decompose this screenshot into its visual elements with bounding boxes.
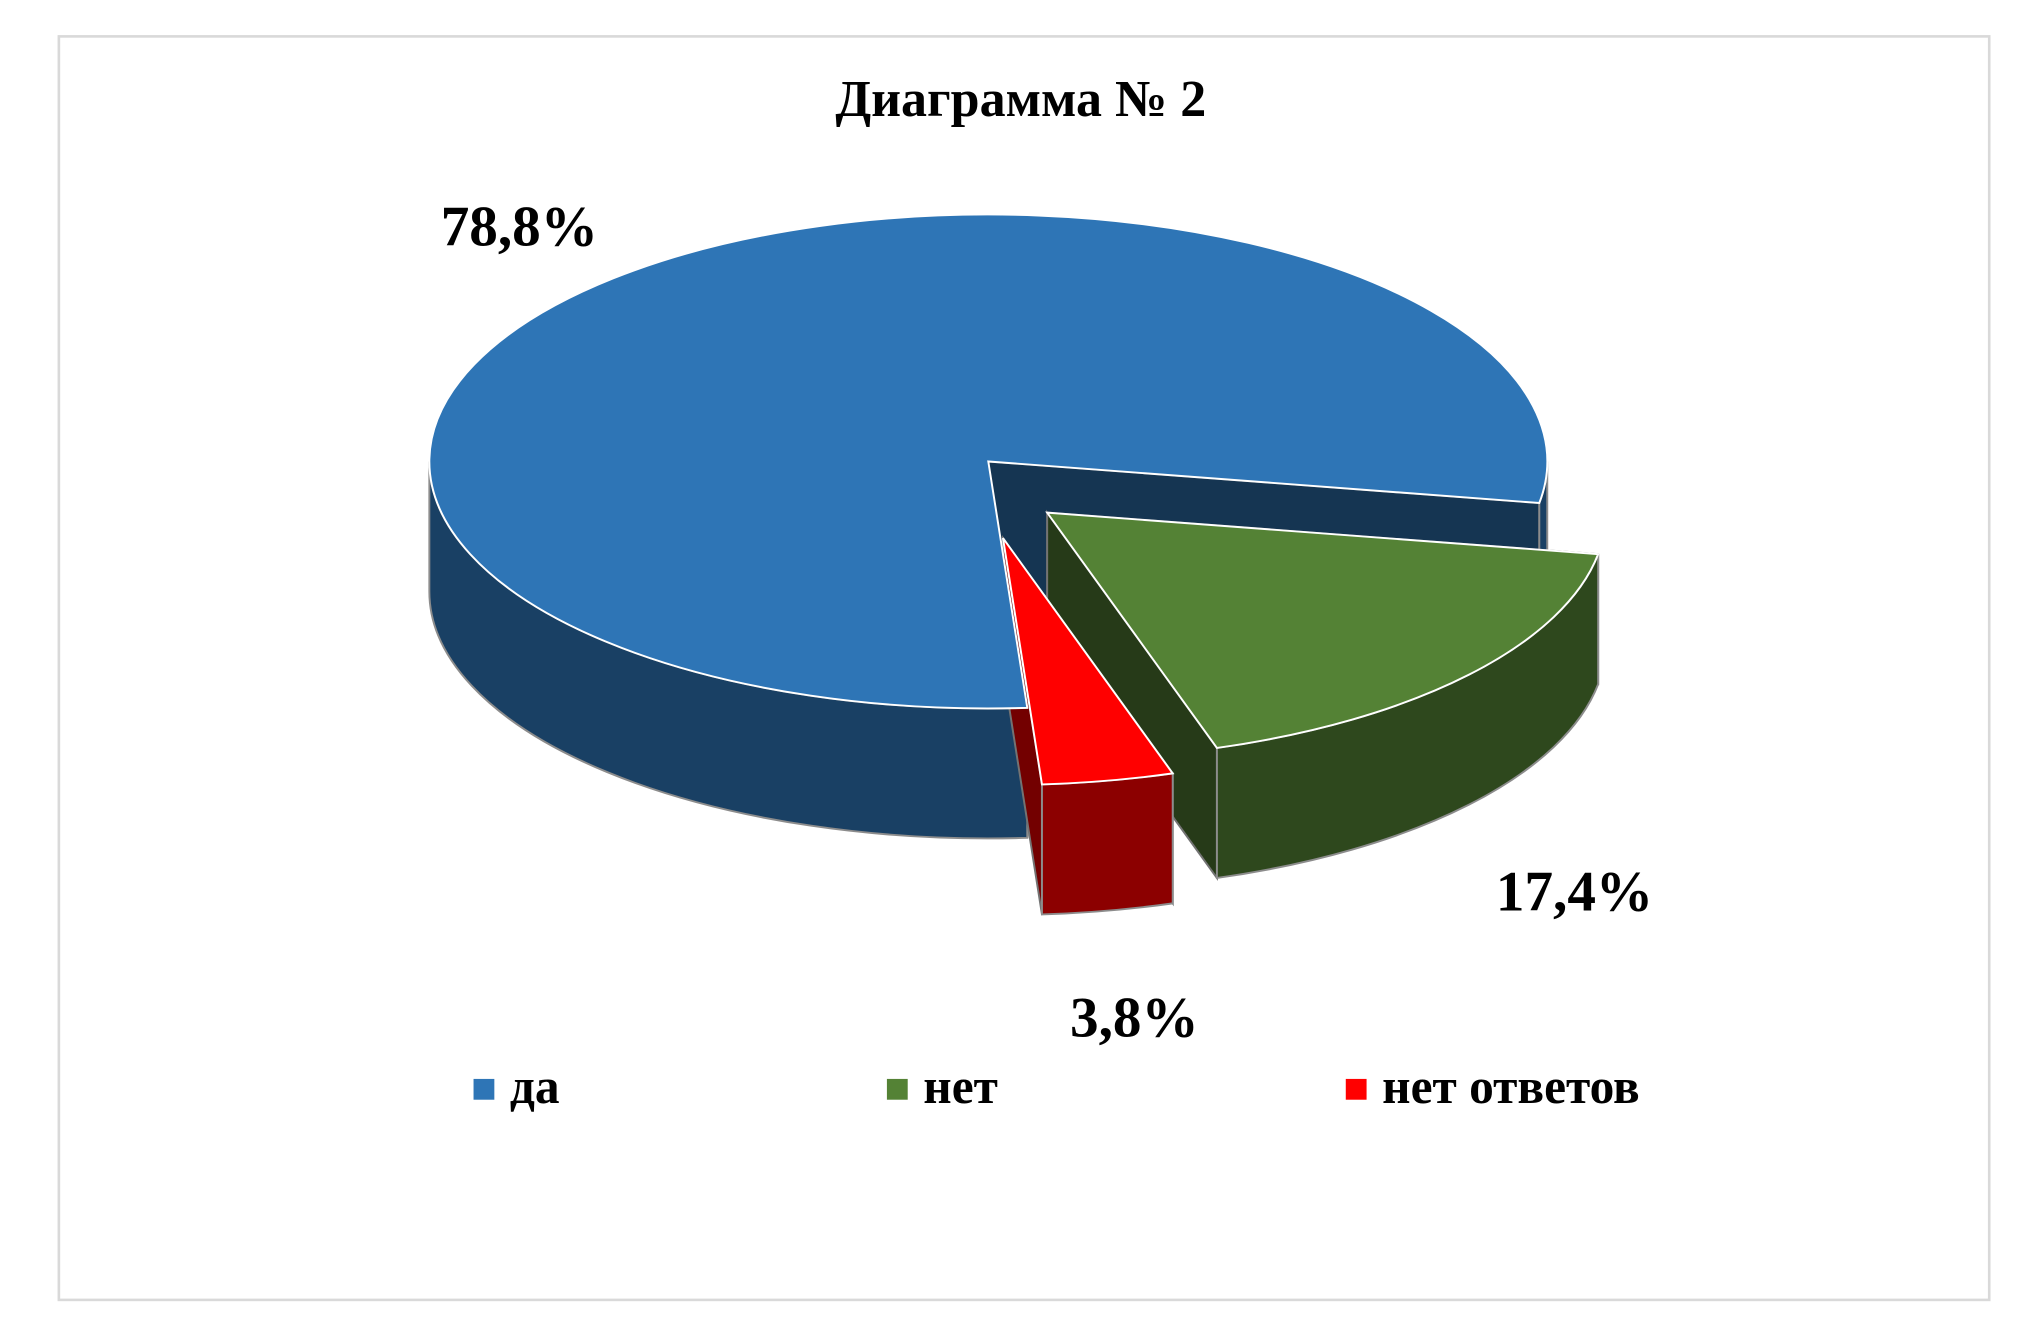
legend-label: да xyxy=(510,1059,560,1114)
slice-wall xyxy=(1040,772,1174,916)
legend-swatch xyxy=(1345,1078,1367,1100)
chart-title: Диаграмма № 2 xyxy=(835,71,1206,128)
legend-label: нет xyxy=(923,1059,998,1114)
pie-slice xyxy=(1045,511,1600,749)
data-label: 17,4% xyxy=(1496,860,1653,923)
data-label: 78,8% xyxy=(441,196,598,259)
legend-label: нет ответов xyxy=(1382,1059,1640,1114)
data-label: 3,8% xyxy=(1070,986,1199,1049)
legend-swatch xyxy=(473,1078,495,1100)
legend-swatch xyxy=(886,1078,908,1100)
pie-slice xyxy=(1002,537,1175,786)
pie-slice xyxy=(428,213,1549,710)
